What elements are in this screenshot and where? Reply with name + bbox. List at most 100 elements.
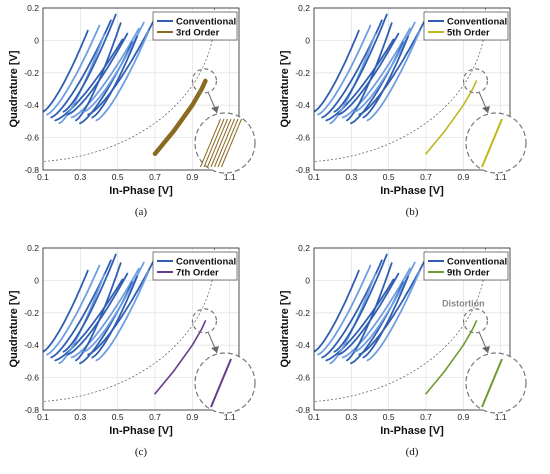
y-tick-label: 0 [305, 275, 310, 285]
zoom-inset-line [217, 118, 239, 168]
zoom-circle-small [462, 308, 489, 334]
zoom-arrowhead [482, 346, 490, 353]
x-tick-label: 0.1 [37, 172, 49, 182]
y-tick-label: -0.4 [24, 340, 39, 350]
series-line [314, 29, 360, 113]
zoom-circle-large [194, 352, 256, 414]
series-line [317, 24, 372, 116]
series-line [325, 38, 395, 122]
zoom-inset-line [207, 118, 228, 168]
series-line [366, 30, 421, 122]
x-tick-label: 1.1 [224, 172, 236, 182]
plot-content [43, 8, 216, 162]
series-line [341, 267, 411, 359]
series-line [152, 78, 208, 157]
series-line [425, 80, 478, 155]
x-tick-label: 0.7 [420, 412, 432, 422]
y-tick-label: -0.2 [295, 308, 310, 318]
x-tick-label: 0.3 [74, 172, 86, 182]
x-tick-label: 0.9 [457, 412, 469, 422]
zoom-inset-line [221, 118, 242, 168]
x-tick-label: 0.3 [74, 412, 86, 422]
series-line [54, 38, 124, 122]
zoom-arrowhead [211, 346, 219, 353]
y-tick-label: -0.2 [24, 308, 39, 318]
zoom-inset-line [210, 358, 232, 408]
y-tick-label: -0.8 [24, 405, 39, 415]
x-tick-label: 1.1 [495, 412, 507, 422]
zoom-inset-line [481, 358, 503, 408]
x-tick-label: 1.1 [224, 412, 236, 422]
legend-label: 5th Order [447, 28, 490, 39]
reference-circle-dashed [314, 248, 487, 402]
plot-content [314, 8, 487, 162]
x-tick-label: 0.7 [149, 412, 161, 422]
y-tick-label: -0.6 [295, 373, 310, 383]
y-tick-label: -0.8 [24, 165, 39, 175]
x-tick-label: 0.1 [37, 412, 49, 422]
axes-frame [313, 247, 511, 411]
series-line [46, 24, 101, 116]
series-line [333, 253, 388, 353]
x-tick-label: 0.5 [112, 172, 124, 182]
legend-box [152, 11, 238, 41]
chart-panel: 0.1 0.3 0.5 0.7 0.9 1.1 0.2 0 -0.2 -0.4 -0.6 -0.8 In… [8, 3, 256, 218]
zoom-inset-line [203, 118, 225, 168]
x-tick-label: 0.3 [345, 172, 357, 182]
chart-panel: 0.1 0.3 0.5 0.7 0.9 1.1 0.2 0 -0.2 -0.4 -0.6 -0.8 In… [8, 243, 256, 458]
x-tick-label: 0.7 [420, 172, 432, 182]
series-line [154, 320, 207, 395]
plot-content [314, 248, 487, 402]
plot-content [43, 248, 216, 402]
x-tick-label: 0.5 [112, 412, 124, 422]
x-tick-label: 0.1 [308, 412, 320, 422]
y-tick-label: 0.2 [27, 243, 39, 253]
series-line [314, 269, 360, 353]
reference-circle-dashed [314, 8, 487, 162]
y-tick-label: -0.6 [24, 133, 39, 143]
y-tick-label: 0 [34, 35, 39, 45]
series-line [325, 278, 395, 362]
y-tick-label: 0.2 [298, 243, 310, 253]
y-axis-label: Quadrature [V] [279, 290, 291, 367]
panel-caption: (b) [406, 206, 419, 218]
zoom-inset-line [214, 118, 235, 168]
series-line [43, 269, 89, 353]
y-axis-label: Quadrature [V] [8, 290, 20, 367]
series-line [333, 13, 388, 113]
x-axis-label: In-Phase [V] [380, 425, 444, 437]
x-tick-label: 0.3 [345, 412, 357, 422]
series-line [43, 29, 89, 113]
zoom-circle-small [191, 308, 218, 334]
series-line [87, 16, 157, 116]
y-tick-label: -0.2 [24, 68, 39, 78]
series-line [91, 35, 138, 119]
y-tick-label: -0.6 [295, 133, 310, 143]
y-tick-label: 0 [305, 35, 310, 45]
x-axis-label: In-Phase [V] [109, 185, 173, 197]
x-tick-label: 0.5 [383, 172, 395, 182]
series-line [317, 264, 372, 356]
legend-label: Conventional [176, 257, 236, 268]
series-line [62, 13, 117, 113]
x-tick-label: 0.9 [457, 172, 469, 182]
series-line [70, 267, 140, 359]
series-line [95, 270, 150, 362]
series-line [54, 278, 124, 362]
y-tick-label: -0.8 [295, 405, 310, 415]
y-tick-label: -0.2 [295, 68, 310, 78]
reference-circle-dashed [43, 8, 216, 162]
x-tick-label: 0.5 [383, 412, 395, 422]
y-tick-label: -0.4 [24, 100, 39, 110]
zoom-circle-small [191, 68, 218, 94]
axes-frame [42, 7, 240, 171]
panel-caption: (c) [135, 446, 148, 458]
x-tick-label: 0.9 [186, 412, 198, 422]
legend-label: Conventional [176, 17, 236, 28]
zoom-inset-line [200, 118, 221, 168]
chart-panel: 0.1 0.3 0.5 0.7 0.9 1.1 0.2 0 -0.2 -0.4 -0.6 -0.8 In… [279, 3, 527, 218]
series-line [358, 16, 428, 116]
y-tick-label: -0.4 [295, 340, 310, 350]
reference-circle-dashed [43, 248, 216, 402]
x-tick-label: 0.9 [186, 172, 198, 182]
